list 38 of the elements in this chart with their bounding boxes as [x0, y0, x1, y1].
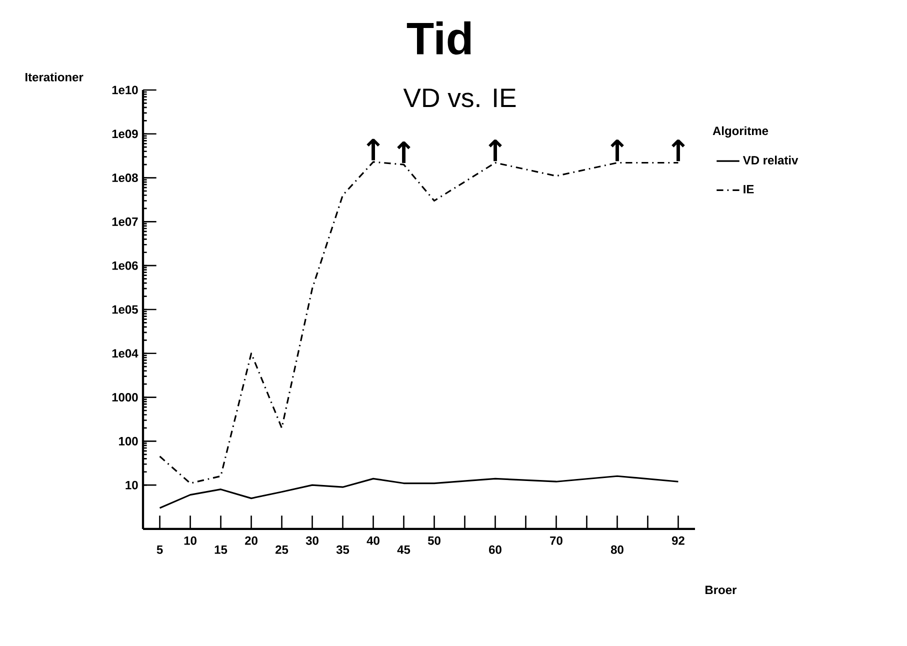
chart-title: Tid: [406, 21, 471, 55]
y-tick-label: 1e06: [112, 261, 138, 270]
annotation: ↑: [397, 141, 410, 163]
y-axis-title: Iterationer: [26, 72, 84, 82]
y-tick-label: 1e05: [112, 305, 138, 314]
chart-subtitle: VD vs. IE: [403, 88, 516, 108]
y-tick-label: 1e10: [112, 86, 138, 94]
x-tick-label: 35: [336, 545, 350, 554]
x-tick-label: 70: [550, 536, 562, 545]
x-tick-label: 40: [366, 536, 380, 545]
x-tick-label: 92: [672, 536, 684, 545]
annotation: ↑: [366, 138, 380, 160]
line-series: [158, 475, 680, 509]
legend-label: VD relativ: [742, 156, 798, 165]
y-tick-label: 10: [126, 480, 138, 490]
x-tick-label: 15: [214, 546, 228, 554]
y-tick-label: 1e07: [112, 217, 138, 226]
y-tick-label: 100: [119, 436, 138, 446]
x-tick-label: 10: [184, 536, 196, 545]
legend-title: Algoritme: [712, 126, 768, 138]
x-tick-label: 5: [156, 546, 163, 554]
y-tick-label: 1000: [112, 393, 138, 402]
x-tick-label: 60: [489, 545, 502, 554]
x-tick-label: 80: [610, 545, 624, 554]
legend-label: IE: [744, 185, 754, 194]
x-tick-label: 20: [245, 536, 258, 545]
x-axis-title: Broer: [706, 586, 737, 594]
x-tick-label: 25: [276, 545, 288, 554]
x-tick-label: 50: [428, 536, 440, 545]
x-tick-label: 30: [306, 536, 318, 545]
x-tick-label: 45: [397, 546, 410, 554]
line-series: [158, 161, 680, 484]
y-tick-label: 1e09: [112, 130, 138, 138]
annotation: ↑: [488, 140, 502, 162]
annotation: ↑: [672, 140, 685, 162]
y-tick-label: 1e04: [112, 349, 138, 358]
y-tick-label: 1e08: [112, 174, 138, 182]
annotation: ↑: [610, 140, 624, 162]
